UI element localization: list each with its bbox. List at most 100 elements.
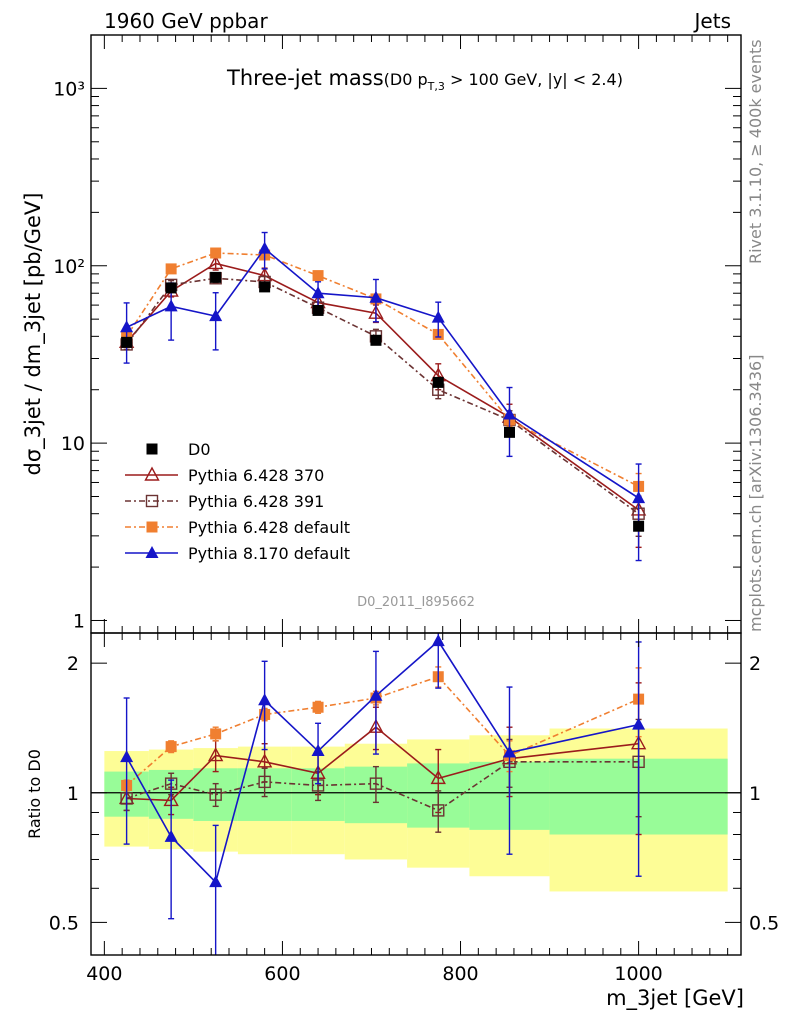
analysis-id-label: D0_2011_I895662 (357, 595, 475, 610)
series-errbar-pythia-8-170-default-0 (123, 302, 130, 364)
series-errbar-pythia-8-170-default-2 (212, 292, 219, 351)
ratio-point-pythia-8-170-default-1 (164, 829, 178, 842)
series-point-pythia-6-428-default-1 (165, 263, 177, 275)
legend-marker-pythia-6-428-370 (144, 466, 160, 481)
ratio-errbar-pythia-8-170-default-7 (506, 686, 513, 855)
series-point-pythia-6-428-default-4 (312, 270, 324, 282)
ratio-errbar-pythia-6-428-391-3 (261, 767, 268, 798)
chart-title-sub-subscript: T,3 (427, 80, 445, 93)
series-line-pythia-8-170-default (126, 247, 640, 499)
ratio-point-pythia-6-428-391-6 (432, 804, 445, 817)
ratio-point-pythia-6-428-391-2 (209, 788, 222, 801)
ratio-tick-label-left-1: 1 (67, 783, 79, 805)
series-point-pythia-8-170-default-8 (632, 491, 646, 504)
ratio-y-axis-label: Ratio to D0 (25, 749, 44, 839)
series-point-pythia-8-170-default-0 (120, 320, 134, 333)
series-point-pythia-8-170-default-6 (431, 310, 445, 323)
ratio-panel-series (118, 633, 647, 955)
legend-marker-pythia-8-170-default (145, 546, 159, 558)
ratio-tick-label-left-0.5: 0.5 (49, 912, 79, 934)
ratio-point-pythia-6-428-default-4 (312, 701, 324, 713)
header-energy-label: 1960 GeV ppbar (104, 9, 268, 33)
legend-entry-d0: D0 (146, 440, 211, 459)
data-point-d0-0 (121, 336, 133, 348)
ratio-errbar-pythia-6-428-391-2 (212, 782, 219, 808)
ratio-uncertainty-bands (104, 728, 728, 892)
ratio-point-pythia-8-170-default-5 (369, 688, 383, 701)
data-point-d0-3 (259, 281, 271, 293)
legend-label-pythia-6-428-391: Pythia 6.428 391 (188, 492, 324, 511)
ratio-point-pythia-8-170-default-4 (311, 744, 325, 757)
legend-label-pythia-8-170-default: Pythia 8.170 default (188, 544, 350, 563)
rivet-version-label: Rivet 3.1.10, ≥ 400k events (746, 39, 765, 264)
ratio-point-pythia-8-170-default-2 (209, 875, 223, 888)
main-y-axis-label: dσ_3jet / dm_3jet [pb/GeV] (21, 193, 46, 476)
x-tick-label-1000: 1000 (614, 963, 662, 985)
main-panel-data (121, 271, 645, 532)
ratio-point-pythia-6-428-370-2 (207, 747, 224, 762)
ratio-tick-label-right-2: 2 (749, 653, 761, 675)
ratio-tick-label-right-0.5: 0.5 (749, 912, 779, 934)
series-point-pythia-6-428-default-2 (210, 247, 222, 259)
legend-marker-pythia-6-428-391 (145, 494, 159, 508)
legend-entry-pythia-6-428-391: Pythia 6.428 391 (125, 492, 324, 511)
series-errbar-pythia-8-170-default-8 (635, 463, 642, 562)
data-point-d0-4 (312, 304, 324, 316)
legend: D0 Pythia 6.428 370 Pythia 6.428 391 Pythia… (125, 440, 350, 563)
ratio-point-pythia-8-170-default-0 (120, 750, 134, 763)
series-point-pythia-8-170-default-3 (258, 241, 272, 254)
legend-entry-pythia-6-428-default: Pythia 6.428 default (125, 518, 350, 537)
y-tick-label-0: 1 (73, 610, 85, 632)
ratio-point-pythia-6-428-391-3 (258, 775, 271, 789)
ratio-point-pythia-8-170-default-6 (431, 634, 445, 647)
ratio-errbar-pythia-8-170-default-0 (123, 697, 130, 845)
series-pythia-6-428-default (121, 247, 645, 503)
ratio-point-pythia-6-428-391-5 (369, 777, 383, 790)
legend-label-pythia-6-428-default: Pythia 6.428 default (188, 518, 350, 537)
header-category-label: Jets (693, 9, 731, 33)
axes: 400 600 800 1000 1 10 10² 10³ 0.5 0.5 1 1 2 2 (49, 34, 779, 985)
ratio-point-pythia-6-428-default-2 (210, 728, 222, 740)
mcplots-reference-label: mcplots.cern.ch [arXiv:1306.3436] (746, 355, 765, 632)
legend-label-d0: D0 (188, 440, 211, 459)
chart-title: Three-jet mass(D0 pT,3 > 100 GeV, |y| < … (226, 66, 623, 93)
series-point-pythia-8-170-default-1 (164, 299, 178, 312)
data-point-d0-8 (633, 520, 645, 532)
series-errbar-pythia-8-170-default-7 (506, 386, 513, 458)
x-tick-label-800: 800 (442, 963, 478, 985)
series-pythia-8-170-default (120, 231, 646, 562)
ratio-errbar-pythia-6-428-391-5 (372, 765, 379, 804)
ratio-point-pythia-6-428-370-6 (430, 769, 446, 785)
legend-entry-pythia-8-170-default: Pythia 8.170 default (125, 544, 350, 563)
data-point-d0-5 (370, 334, 382, 346)
series-point-pythia-8-170-default-5 (369, 290, 383, 303)
series-point-pythia-6-428-370-2 (207, 255, 224, 270)
y-tick-label-1: 10 (61, 433, 85, 455)
ratio-point-pythia-8-170-default-8 (632, 717, 646, 730)
data-point-d0-1 (165, 282, 177, 294)
data-point-d0-6 (432, 376, 444, 388)
ratio-panel-frame (90, 632, 742, 956)
legend-label-pythia-6-428-370: Pythia 6.428 370 (188, 466, 324, 485)
ratio-errbar-pythia-8-170-default-2 (212, 824, 219, 955)
ratio-point-pythia-8-170-default-3 (258, 693, 272, 706)
data-point-d0-7 (503, 426, 515, 438)
y-tick-label-3: 10³ (53, 78, 85, 100)
ratio-tick-label-left-2: 2 (67, 653, 79, 675)
chart-title-main: Three-jet mass (226, 66, 384, 90)
x-tick-label-400: 400 (86, 963, 122, 985)
ratio-errbar-pythia-8-170-default-3 (261, 660, 268, 751)
x-tick-label-600: 600 (264, 963, 300, 985)
legend-entry-pythia-6-428-370: Pythia 6.428 370 (125, 466, 324, 485)
chart-title-sub-post: > 100 GeV, |y| < 2.4) (445, 70, 623, 89)
ratio-errbar-pythia-6-428-391-6 (435, 790, 442, 833)
data-point-d0-2 (210, 271, 222, 283)
legend-marker-pythia-6-428-default (146, 521, 158, 533)
chart-title-sub-pre: (D0 p (384, 70, 428, 89)
ratio-errbar-pythia-8-170-default-1 (168, 779, 175, 920)
series-point-pythia-8-170-default-7 (502, 407, 516, 420)
ratio-point-pythia-6-428-370-3 (256, 753, 273, 768)
legend-marker-d0 (146, 443, 158, 455)
ratio-point-pythia-6-428-default-1 (165, 741, 177, 753)
